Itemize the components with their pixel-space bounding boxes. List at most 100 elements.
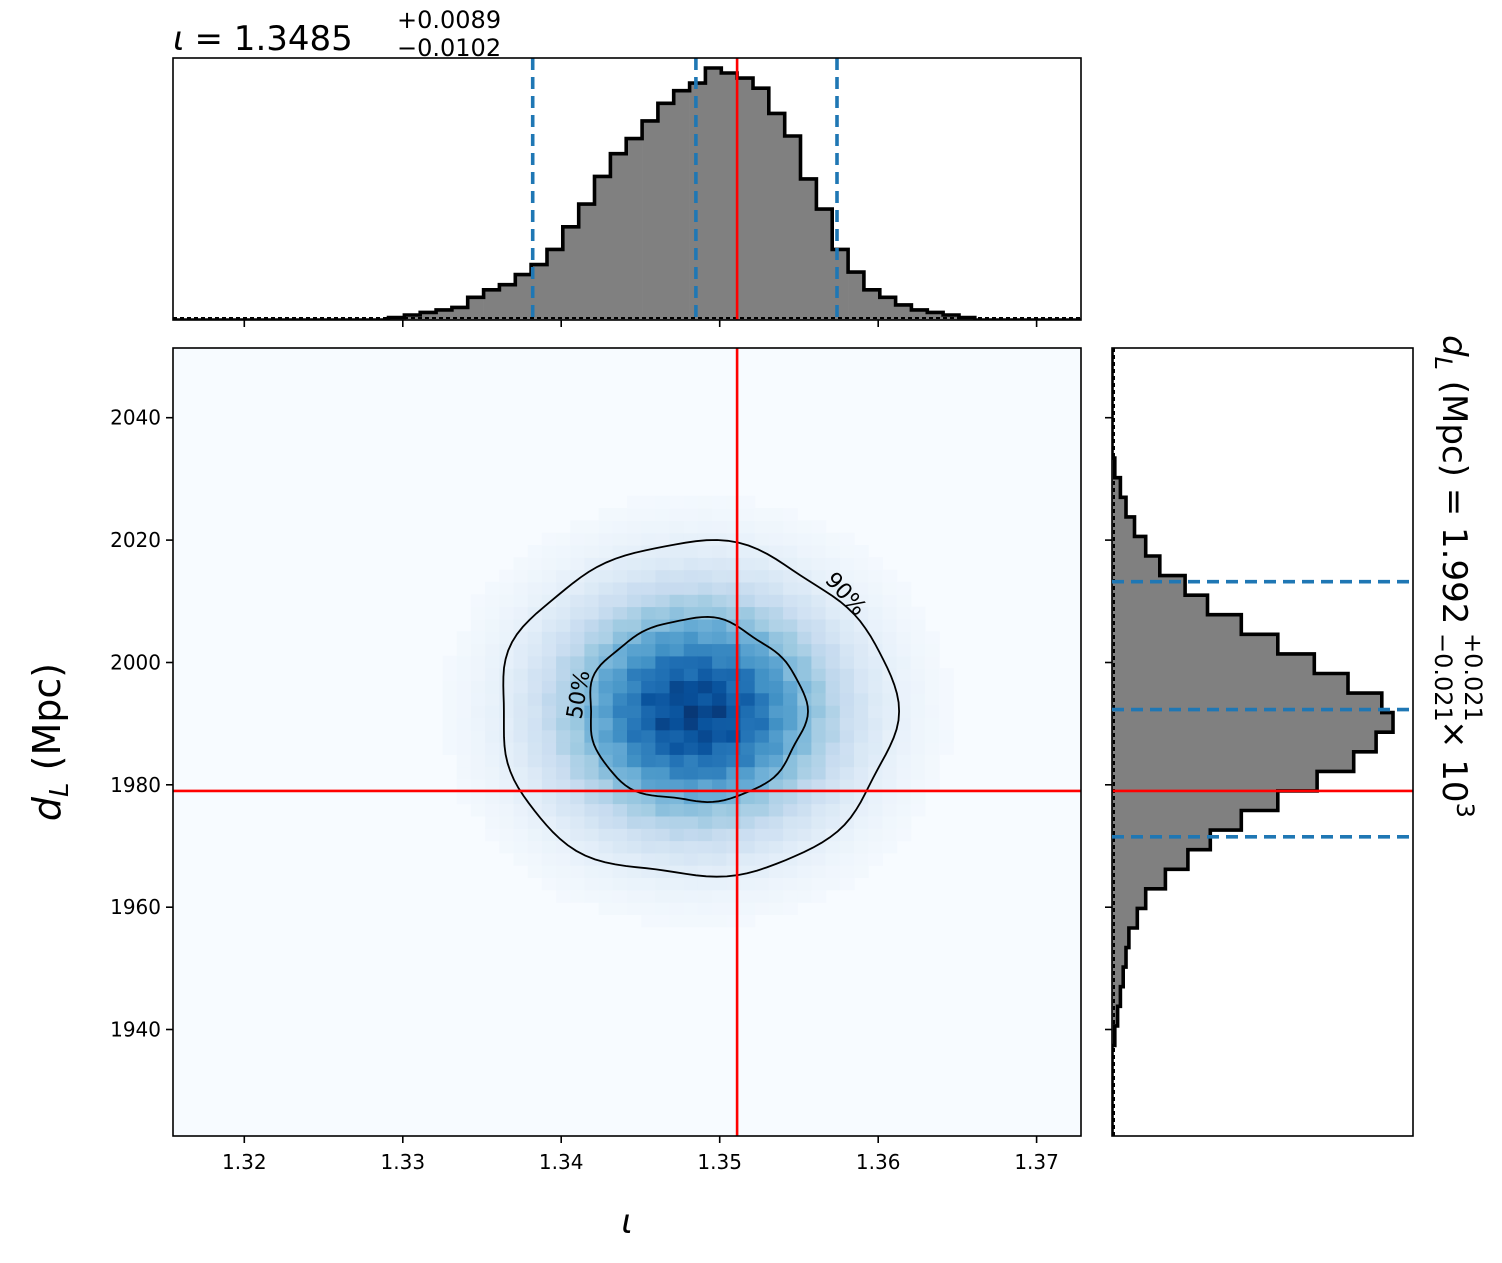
heatmap-cell	[825, 877, 841, 891]
heatmap-cell	[627, 680, 642, 694]
heatmap-cell	[570, 729, 585, 743]
heatmap-cell	[513, 705, 529, 718]
heatmap-cell	[811, 569, 827, 583]
heatmap-cell	[683, 852, 699, 866]
heatmap-cell	[839, 606, 855, 620]
heatmap-cell	[485, 815, 500, 829]
heatmap-cell	[627, 729, 642, 743]
heatmap-cell	[697, 742, 713, 755]
heatmap-cell	[882, 631, 898, 645]
heatmap-cell	[456, 791, 472, 805]
heatmap-cell	[669, 754, 685, 768]
heatmap-cell	[910, 631, 926, 645]
heatmap-cell	[783, 815, 798, 829]
heatmap-cell	[570, 705, 585, 718]
heatmap-cell	[768, 742, 784, 755]
heatmap-cell	[768, 520, 784, 534]
heatmap-cell	[825, 618, 841, 632]
heatmap-cell	[712, 557, 727, 571]
heatmap-cell	[442, 655, 458, 669]
heatmap-cell	[527, 865, 543, 878]
heatmap-cell	[612, 865, 628, 878]
heatmap-cell	[783, 766, 798, 780]
heatmap-cell	[924, 705, 940, 718]
heatmap-cell	[712, 729, 727, 743]
heatmap-cell	[854, 865, 869, 878]
heatmap-cell	[768, 828, 784, 842]
heatmap-cell	[556, 889, 571, 903]
heatmap-cell	[627, 569, 642, 583]
heatmap-cell	[485, 803, 500, 817]
heatmap-cell	[797, 520, 813, 534]
heatmap-cell	[768, 668, 784, 681]
heatmap-cell	[868, 557, 883, 571]
heatmap-cell	[627, 692, 642, 706]
heatmap-cell	[641, 803, 656, 817]
heatmap-cell	[726, 520, 742, 534]
iota-hist-bar	[927, 312, 944, 320]
heatmap-cell	[612, 557, 628, 571]
heatmap-cell	[783, 791, 798, 805]
heatmap-cell	[641, 606, 656, 620]
heatmap-cell	[726, 557, 742, 571]
heatmap-cell	[527, 594, 543, 608]
heatmap-cell	[882, 594, 898, 608]
heatmap-cell	[655, 705, 671, 718]
heatmap-cell	[612, 668, 628, 681]
heatmap-cell	[556, 865, 571, 878]
heatmap-cell	[456, 655, 472, 669]
heatmap-cell	[712, 569, 727, 583]
heatmap-cell	[839, 803, 855, 817]
heatmap-cell	[499, 705, 515, 718]
heatmap-cell	[839, 840, 855, 854]
heatmap-cell	[797, 803, 813, 817]
dL-hist-bar	[1112, 575, 1186, 596]
heatmap-cell	[726, 668, 742, 681]
heatmap-cell	[442, 729, 458, 743]
heatmap-cell	[754, 520, 770, 534]
heatmap-cell	[910, 778, 926, 792]
iota-hist-bar	[879, 297, 896, 320]
heatmap-cell	[768, 569, 784, 583]
y-tick-label: 2020	[110, 528, 161, 552]
heatmap-cell	[811, 643, 827, 657]
heatmap-cell	[641, 754, 656, 768]
heatmap-cell	[527, 557, 543, 571]
heatmap-cell	[754, 852, 770, 866]
heatmap-cell	[541, 865, 557, 878]
heatmap-cell	[556, 815, 571, 829]
heatmap-cell	[783, 668, 798, 681]
heatmap-cell	[868, 692, 883, 706]
heatmap-cell	[669, 532, 685, 546]
heatmap-cell	[655, 766, 671, 780]
heatmap-cell	[868, 594, 883, 608]
heatmap-cell	[570, 557, 585, 571]
heatmap-cell	[726, 495, 742, 509]
heatmap-cell	[910, 680, 926, 694]
heatmap-cell	[854, 581, 869, 595]
heatmap-cell	[697, 557, 713, 571]
heatmap-cell	[612, 828, 628, 842]
heatmap-cell	[768, 581, 784, 595]
heatmap-cell	[612, 655, 628, 669]
heatmap-cell	[726, 569, 742, 583]
heatmap-cell	[627, 557, 642, 571]
heatmap-cell	[655, 631, 671, 645]
heatmap-cell	[556, 754, 571, 768]
heatmap-cell	[712, 705, 727, 718]
heatmap-cell	[924, 643, 940, 657]
heatmap-cell	[783, 643, 798, 657]
heatmap-cell	[598, 889, 614, 903]
heatmap-cell	[839, 692, 855, 706]
heatmap-cell	[712, 581, 727, 595]
heatmap-cell	[854, 754, 869, 768]
heatmap-cell	[726, 545, 742, 558]
heatmap-cell	[556, 557, 571, 571]
heatmap-cell	[499, 594, 515, 608]
heatmap-cell	[655, 778, 671, 792]
heatmap-cell	[683, 889, 699, 903]
heatmap-cell	[541, 631, 557, 645]
heatmap-cell	[712, 545, 727, 558]
heatmap-cell	[655, 643, 671, 657]
